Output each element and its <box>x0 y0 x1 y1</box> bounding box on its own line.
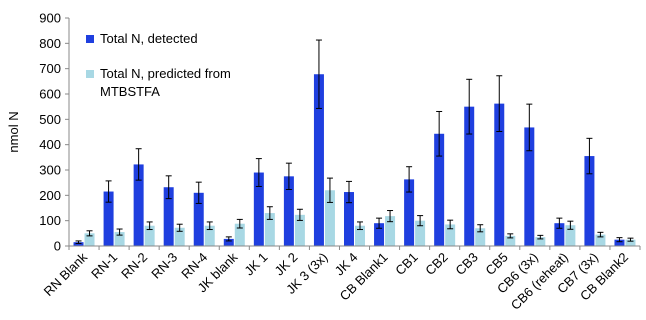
bar-detected <box>313 74 324 247</box>
bar-predicted <box>355 225 365 246</box>
bar-predicted <box>114 232 125 246</box>
bar-predicted <box>385 216 396 246</box>
category-label: JK 1 <box>241 250 270 279</box>
category-label: RN-2 <box>118 250 150 282</box>
bar-predicted <box>264 213 275 246</box>
legend-swatch-detected <box>86 35 94 43</box>
y-tick-label: 0 <box>54 239 61 254</box>
bar-detected <box>103 191 114 246</box>
legend-label-detected: Total N, detected <box>100 31 198 46</box>
bar-predicted <box>294 214 305 246</box>
bar-predicted <box>505 235 516 246</box>
y-tick-label: 200 <box>39 188 61 203</box>
bar-detected <box>614 239 625 246</box>
category-label: RN-1 <box>88 250 120 282</box>
y-tick-label: 100 <box>39 213 61 228</box>
category-label: CB2 <box>422 250 450 278</box>
legend-swatch-predicted <box>86 70 94 78</box>
bar-predicted <box>324 190 335 246</box>
bar-predicted <box>174 227 185 246</box>
bar-detected <box>524 127 535 246</box>
bar-detected <box>494 103 505 246</box>
y-tick-label: 300 <box>39 163 61 178</box>
bar-predicted <box>565 225 576 246</box>
bar-detected <box>554 223 565 246</box>
bar-detected <box>223 238 234 246</box>
y-axis-title: nmol N <box>6 111 21 152</box>
category-label: RN Blank <box>41 249 91 299</box>
bar-predicted <box>144 225 155 246</box>
bar-predicted <box>475 228 486 246</box>
legend-label-predicted: Total N, predicted from MTBSTFA <box>100 66 231 99</box>
y-tick-label: 600 <box>39 87 61 102</box>
bar-predicted <box>204 225 215 246</box>
y-tick-label: 900 <box>39 11 61 26</box>
bar-detected <box>584 156 595 246</box>
bar-detected <box>193 192 204 246</box>
bar-detected <box>253 172 264 246</box>
bar-predicted <box>535 237 546 246</box>
category-label: RN-3 <box>148 250 180 282</box>
bar-predicted <box>84 233 95 246</box>
y-tick-label: 500 <box>39 112 61 127</box>
bar-predicted <box>595 234 606 246</box>
category-label: CB3 <box>452 250 480 278</box>
bar-detected <box>73 242 84 246</box>
bar-detected <box>133 164 144 246</box>
bar-detected <box>404 179 415 246</box>
bar-predicted <box>445 224 456 246</box>
bar-predicted <box>415 220 426 246</box>
bar-predicted <box>234 223 245 246</box>
bar-detected <box>374 223 385 246</box>
y-tick-label: 700 <box>39 61 61 76</box>
bar-detected <box>283 176 294 246</box>
category-label: CB1 <box>392 250 420 278</box>
bar-detected <box>163 187 174 246</box>
bar-detected <box>464 106 475 247</box>
bar-predicted <box>625 239 636 246</box>
bar-detected <box>434 133 445 246</box>
y-tick-label: 800 <box>39 36 61 51</box>
bar-detected <box>344 192 354 246</box>
y-tick-label: 400 <box>39 137 61 152</box>
